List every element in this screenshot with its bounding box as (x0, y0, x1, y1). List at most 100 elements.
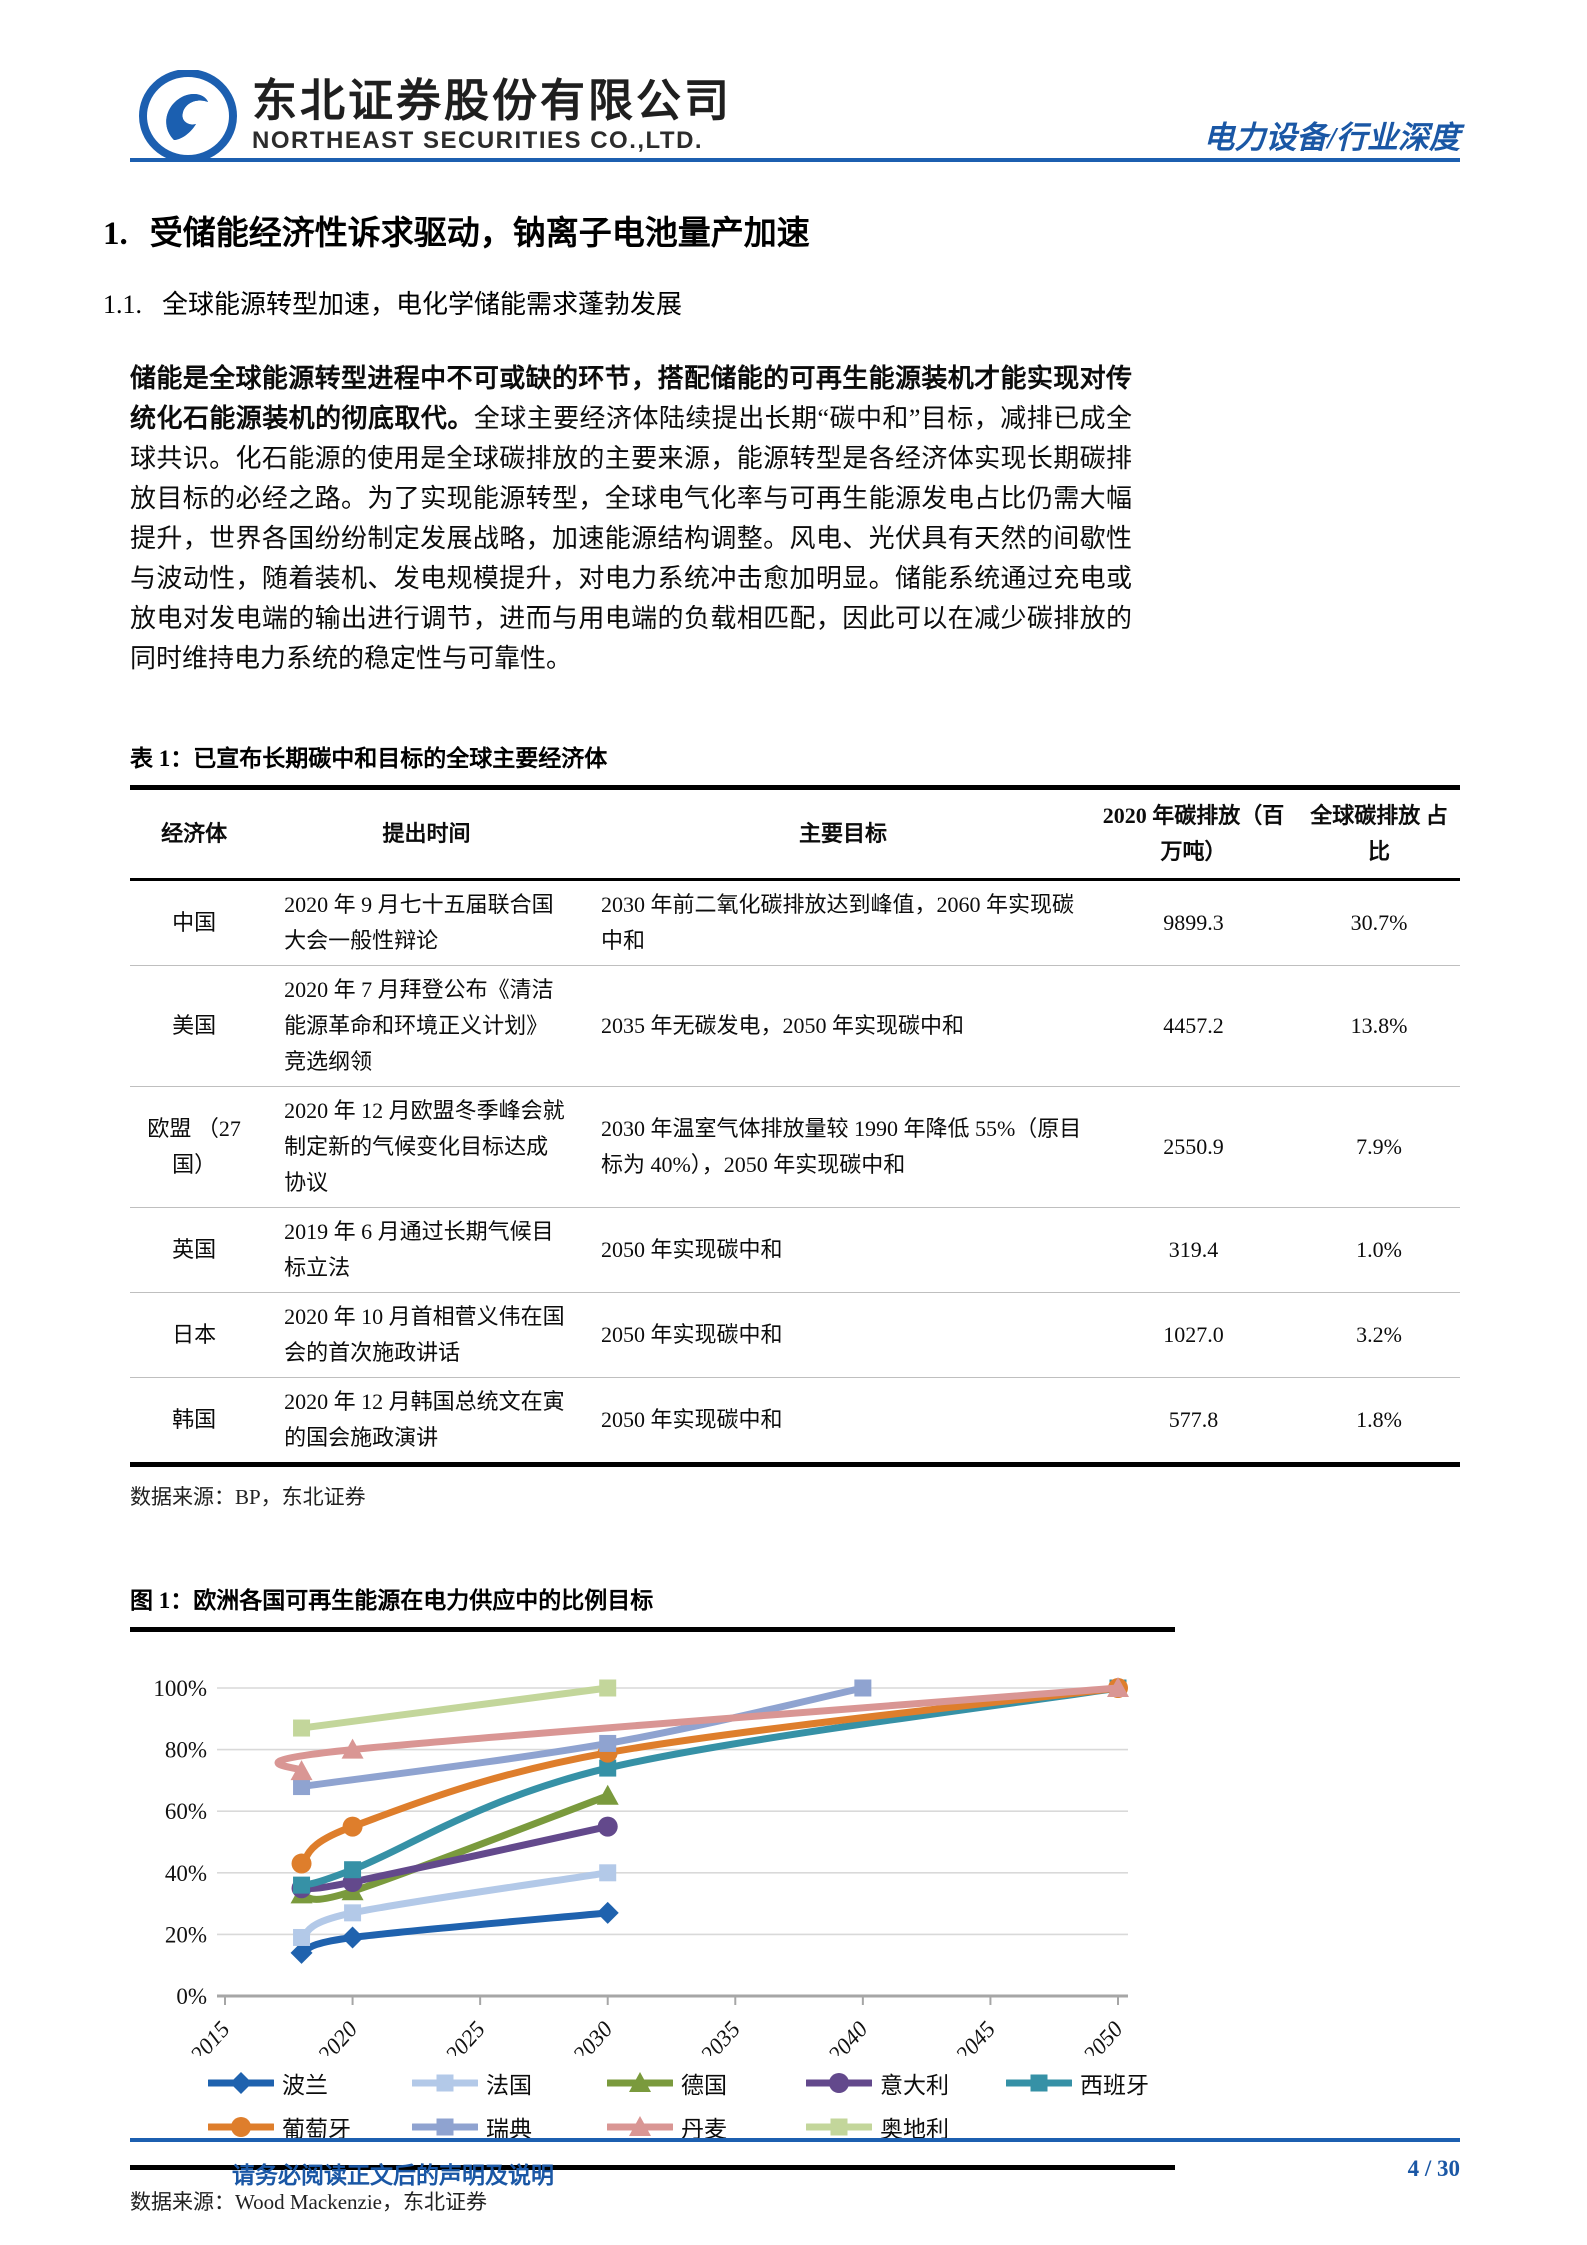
series-marker (341, 1926, 364, 1949)
body-paragraph: 储能是全球能源转型进程中不可或缺的环节，搭配储能的可再生能源装机才能实现对传统化… (130, 359, 1132, 679)
series-marker (830, 2118, 848, 2136)
table-1-block: 表 1：已宣布长期碳中和目标的全球主要经济体 经济体 提出时间 主要目标 202… (130, 739, 1460, 1511)
company-name-en: NORTHEAST SECURITIES CO.,LTD. (252, 126, 704, 154)
legend-marker-icon (806, 2073, 872, 2093)
cell-economy: 日本 (172, 1322, 217, 1347)
renewable-share-chart-svg: 2015 2020 2025 2030 2035 2040 2045 2050 0% 20% 40%… (153, 1676, 1129, 2068)
cell-goal: 2030 年前二氧化碳排放达到峰值，2060 年实现碳中和 (600, 892, 1074, 953)
legend-item: 奥地利 (806, 2115, 949, 2142)
legend-label: 丹麦 (681, 2117, 727, 2142)
cell-emission: 319.4 (1168, 1237, 1219, 1262)
series-marker (342, 1816, 363, 1837)
paragraph-bold-lead: 储能是全球能源转型进程中不可或缺的环节，搭配储能的可再生能源装机才能实现对传统化… (130, 364, 1132, 433)
series-marker (293, 1876, 311, 1894)
company-logo: 东北证券股份有限公司 NORTHEAST SECURITIES CO.,LTD. (138, 70, 732, 162)
series-marker (854, 1679, 872, 1697)
section-heading-1: 1. 受储能经济性诉求驱动，钠离子电池量产加速 (103, 206, 1460, 254)
series-marker (291, 1853, 312, 1874)
series-marker (436, 2074, 454, 2092)
cell-share: 3.2% (1356, 1322, 1402, 1347)
cell-share: 30.7% (1350, 910, 1408, 935)
cell-time: 2019 年 6 月通过长期气候目标立法 (284, 1219, 554, 1280)
table-row: 韩国 2020 年 12 月韩国总统文在寅的国会施政演讲 2050 年实现碳中和… (130, 1377, 1460, 1465)
series-marker (293, 1719, 311, 1737)
cell-economy: 英国 (172, 1237, 217, 1262)
legend-item: 波兰 (208, 2071, 328, 2098)
chart-legend: 波兰 法国 德国 意大利 西班牙葡萄牙 瑞典 丹麦 奥地利 (130, 2065, 1175, 2153)
cell-emission: 4457.2 (1163, 1013, 1224, 1038)
series-marker (293, 1778, 311, 1796)
cell-emission: 1027.0 (1163, 1322, 1224, 1347)
carbon-neutral-table: 经济体 提出时间 主要目标 2020 年碳排放（百万吨） 全球碳排放 占比 中国… (130, 785, 1460, 1467)
y-tick-label: 80% (165, 1738, 207, 1763)
legend-label: 德国 (681, 2073, 727, 2098)
page-header: 东北证券股份有限公司 NORTHEAST SECURITIES CO.,LTD.… (0, 0, 1587, 162)
legend-marker-icon (412, 2118, 478, 2136)
series-marker (231, 2117, 251, 2137)
series-marker (599, 1734, 617, 1752)
cell-share: 13.8% (1350, 1013, 1408, 1038)
series-marker (230, 2072, 252, 2094)
series-marker (341, 1738, 364, 1759)
figure-1-block: 图 1：欧洲各国可再生能源在电力供应中的比例目标 2015 2020 2025 203… (130, 1581, 1175, 2216)
table-header-row: 经济体 提出时间 主要目标 2020 年碳排放（百万吨） 全球碳排放 占比 (130, 788, 1460, 880)
subsection-number: 1.1. (103, 290, 142, 319)
table-row: 中国 2020 年 9 月七十五届联合国大会一般性辩论 2030 年前二氧化碳排… (130, 880, 1460, 966)
cell-goal: 2030 年温室气体排放量较 1990 年降低 55%（原目标为 40%），20… (600, 1116, 1082, 1177)
series-marker (599, 1759, 617, 1777)
section-title: 受储能经济性诉求驱动，钠离子电池量产加速 (149, 216, 810, 252)
series-marker (344, 1904, 362, 1922)
legend-item: 葡萄牙 (208, 2115, 351, 2142)
series-line-0 (298, 1909, 612, 1957)
section-number: 1. (103, 216, 128, 252)
legend-marker-icon (208, 2072, 274, 2094)
header-rule (130, 158, 1460, 162)
series-marker (829, 2073, 849, 2093)
legend-item: 法国 (412, 2071, 532, 2098)
y-tick-label: 60% (165, 1799, 207, 1824)
legend-marker-icon (806, 2118, 872, 2136)
cell-goal: 2035 年无碳发电，2050 年实现碳中和 (600, 1013, 964, 1038)
figure-1-title: 图 1：欧洲各国可再生能源在电力供应中的比例目标 (130, 1581, 1175, 1632)
company-names: 东北证券股份有限公司 NORTHEAST SECURITIES CO.,LTD. (252, 77, 732, 154)
footer-disclaimer: 请务必阅读正文后的声明及说明 (232, 2163, 554, 2188)
series-marker (290, 1760, 313, 1781)
legend-item: 丹麦 (607, 2115, 727, 2142)
series-marker (599, 1864, 617, 1882)
cell-emission: 2550.9 (1163, 1134, 1224, 1159)
legend-marker-icon (208, 2117, 274, 2137)
x-tick-label: 2015 (185, 2017, 234, 2056)
series-marker (344, 1861, 362, 1879)
company-name-cn: 东北证券股份有限公司 (252, 75, 733, 127)
cell-goal: 2050 年实现碳中和 (600, 1407, 783, 1432)
series-marker (596, 1784, 619, 1805)
table-source: 数据来源：BP，东北证券 (130, 1485, 366, 1509)
series-marker (1107, 1677, 1129, 1697)
col-header-share: 全球碳排放 占比 (1310, 803, 1448, 864)
series-marker (290, 1941, 313, 1964)
series-marker (629, 2116, 651, 2136)
report-category-tag: 电力设备/行业深度 (1203, 120, 1460, 155)
x-tick-label: 2025 (440, 2017, 489, 2056)
legend-label: 葡萄牙 (282, 2117, 351, 2142)
col-header-emission: 2020 年碳排放（百万吨） (1102, 803, 1285, 864)
series-line-8 (298, 1684, 612, 1732)
x-tick-label: 2020 (313, 2016, 363, 2056)
series-marker (599, 1679, 617, 1697)
y-tick-label: 0% (176, 1984, 207, 2009)
legend-label: 西班牙 (1080, 2073, 1149, 2098)
subsection-title: 全球能源转型加速，电化学储能需求蓬勃发展 (162, 290, 683, 319)
col-header-economy: 经济体 (161, 821, 228, 846)
series-marker (597, 1816, 618, 1837)
cell-economy: 美国 (172, 1013, 217, 1038)
page-number: 4 / 30 (1407, 2156, 1460, 2181)
legend-label: 意大利 (880, 2073, 949, 2098)
cell-time: 2020 年 12 月欧盟冬季峰会就制定新的气候变化目标达成协议 (284, 1098, 565, 1195)
x-tick-label: 2030 (568, 2016, 618, 2056)
table-row: 日本 2020 年 10 月首相菅义伟在国会的首次施政讲话 2050 年实现碳中… (130, 1292, 1460, 1378)
table-row: 美国 2020 年 7 月拜登公布《清洁能源革命和环境正义计划》竞选纲领 203… (130, 965, 1460, 1087)
series-marker (596, 1901, 619, 1924)
legend-label: 瑞典 (486, 2117, 532, 2142)
cell-emission: 9899.3 (1163, 910, 1224, 935)
